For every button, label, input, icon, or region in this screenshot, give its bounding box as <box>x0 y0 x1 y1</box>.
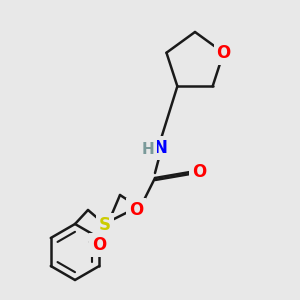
Text: H: H <box>142 142 154 158</box>
Text: O: O <box>192 163 206 181</box>
Text: S: S <box>99 216 111 234</box>
Text: O: O <box>92 236 106 254</box>
Text: O: O <box>216 44 231 62</box>
Text: O: O <box>129 201 143 219</box>
Text: N: N <box>153 139 167 157</box>
